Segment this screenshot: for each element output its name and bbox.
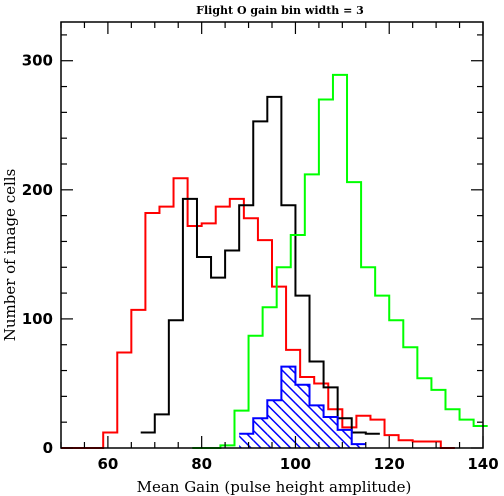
hatched-bin-3 [281,366,296,448]
chart-title: Flight O gain bin width = 3 [196,4,364,17]
x-tick-label: 100 [280,455,311,473]
plot-frame [60,21,484,449]
x-tick-label: 80 [191,455,212,473]
x-axis-label: Mean Gain (pulse height amplitude) [137,478,412,496]
black-series [140,95,380,435]
axes-frame [60,21,484,449]
histogram-series-layer [61,73,488,449]
black-series-step-line [140,95,380,435]
blue-hatched-series [239,365,366,448]
green-series-step-line [192,73,488,449]
x-tick-label: 60 [97,455,118,473]
blue-hatched-series-step-line [239,365,366,446]
hatched-bin-1 [253,418,268,448]
red-series [61,177,455,449]
x-tick-label: 140 [467,455,498,473]
hatched-bin-5 [309,405,324,448]
y-tick-label: 200 [22,181,53,199]
x-tick-label: 120 [374,455,405,473]
y-tick-label: 300 [22,52,53,70]
hatched-bin-0 [239,433,254,448]
hatched-bin-7 [337,429,352,448]
y-tick-label: 100 [22,310,53,328]
hatched-bin-2 [267,400,282,448]
y-axis-label: Number of image cells [1,169,19,342]
tick-marks [60,22,484,449]
green-series [192,73,488,449]
hatched-bin-4 [295,384,310,448]
hatched-bin-8 [351,444,366,448]
tick-labels: 60 80 100 120 140 0 100 200 300 [22,52,499,473]
hatched-bin-6 [323,417,338,448]
red-series-step-line [61,177,455,449]
y-tick-label: 0 [43,439,53,457]
